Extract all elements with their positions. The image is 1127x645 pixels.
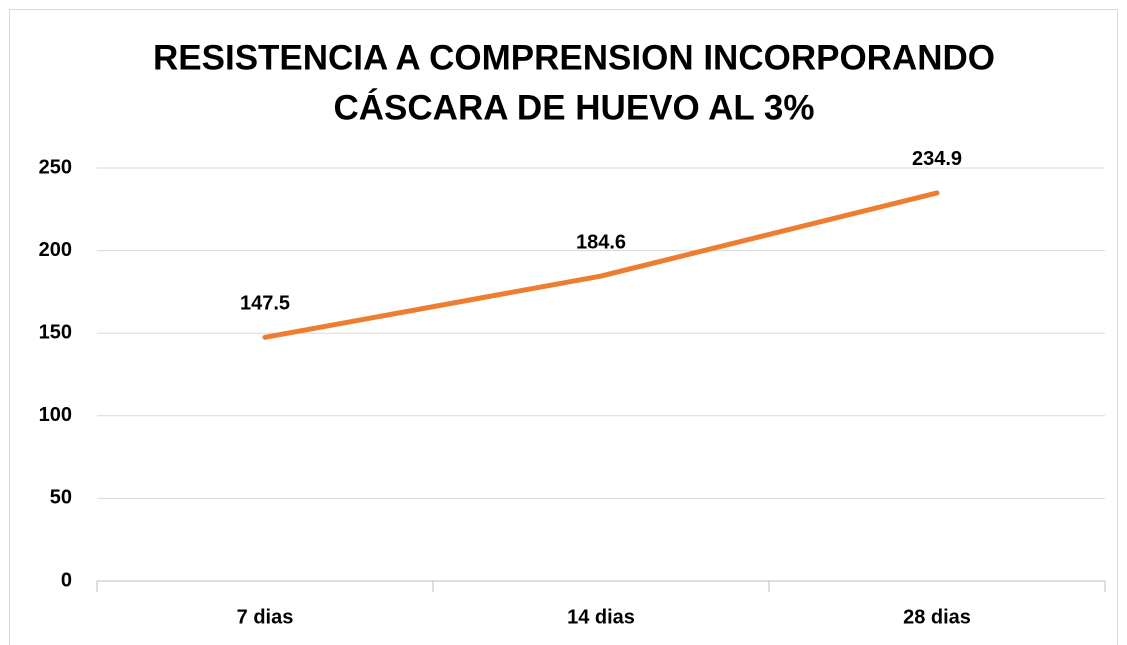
y-tick-label: 100 xyxy=(39,404,72,426)
y-tick-label: 150 xyxy=(39,321,72,343)
y-tick-label: 0 xyxy=(61,569,72,591)
chart-border xyxy=(9,9,1118,645)
data-label: 147.5 xyxy=(240,293,290,315)
line xyxy=(262,190,940,340)
data-label: 184.6 xyxy=(576,231,626,253)
y-tick-label: 200 xyxy=(39,239,72,261)
data-label: 234.9 xyxy=(912,148,962,170)
x-tick-label: 14 dias xyxy=(567,606,635,628)
x-tick-label: 7 dias xyxy=(237,606,294,628)
chart-title: RESISTENCIA A COMPRENSION INCORPORANDO xyxy=(153,38,995,77)
x-tick-label: 28 dias xyxy=(903,606,971,628)
chart-title: CÁSCARA DE HUEVO AL 3% xyxy=(334,87,815,127)
y-tick-label: 50 xyxy=(50,487,72,509)
y-tick-label: 250 xyxy=(39,156,72,178)
